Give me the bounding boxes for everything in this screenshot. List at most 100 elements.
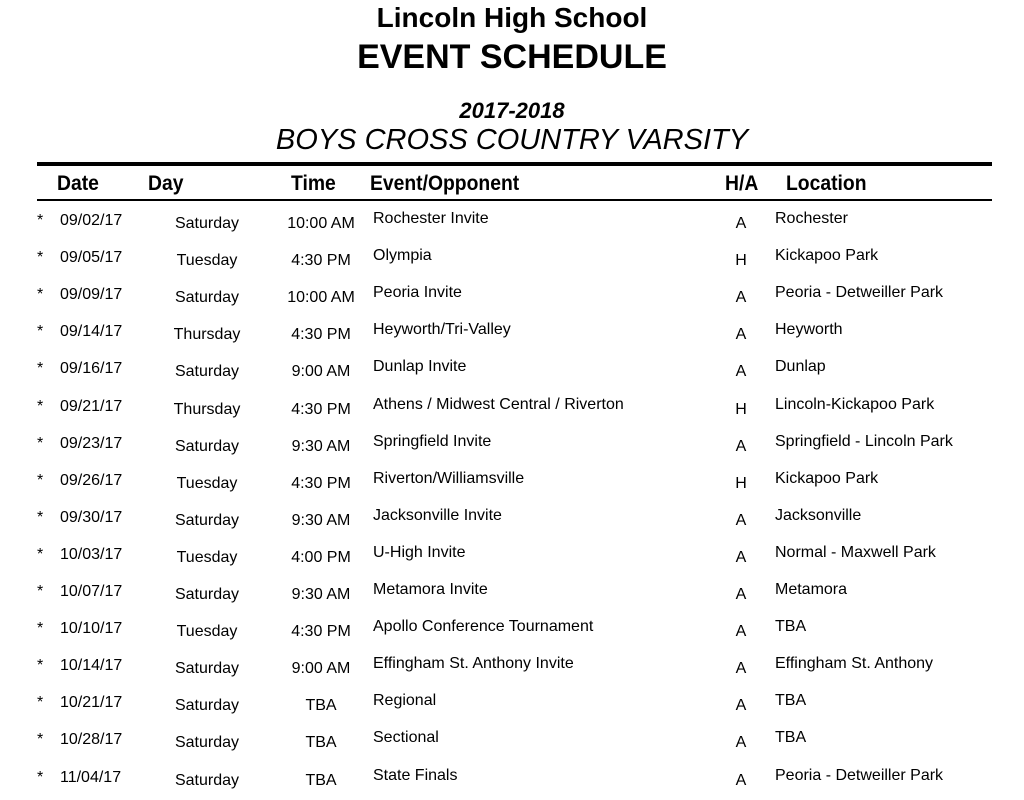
table-row: * 09/26/17 Tuesday 4:30 PM Riverton/Williams… [0, 470, 1024, 507]
cell-date: 10/10/17 [60, 620, 123, 638]
school-name: Lincoln High School [376, 2, 648, 33]
cell-time: 4:00 PM [291, 548, 351, 566]
cell-mark: * [37, 583, 44, 600]
team-name: BOYS CROSS COUNTRY VARSITY [275, 124, 749, 156]
cell-day: Saturday [174, 437, 240, 455]
cell-mark: * [37, 323, 44, 341]
header-time: Time [291, 172, 336, 195]
cell-time: 9:30 AM [291, 511, 351, 529]
cell-day: Thursday [173, 326, 241, 344]
cell-time: TBA [305, 697, 337, 715]
cell-location: Peoria - Detweiller Park [775, 284, 944, 302]
cell-mark: * [37, 212, 44, 229]
cell-ha: A [735, 660, 747, 678]
cell-location: Dunlap [775, 358, 826, 376]
cell-ha: A [735, 511, 747, 529]
table-row: * 10/28/17 Saturday TBA Sectional A TBA [0, 729, 1024, 766]
cell-time: TBA [305, 771, 337, 789]
cell-ha: A [735, 734, 747, 752]
cell-location: Rochester [775, 210, 848, 227]
cell-date: 10/14/17 [60, 657, 123, 675]
cell-date: 10/03/17 [60, 545, 123, 563]
cell-ha: H [735, 474, 747, 492]
cell-time: 9:00 AM [291, 660, 351, 678]
cell-day: Tuesday [176, 474, 238, 492]
cell-location: Heyworth [775, 321, 843, 339]
cell-date: 10/21/17 [60, 694, 123, 712]
cell-event: Regional [373, 692, 437, 710]
table-row: * 09/21/17 Thursday 4:30 PM Athens / Midwest… [0, 396, 1024, 433]
cell-time: TBA [305, 734, 337, 752]
cell-day: Saturday [174, 363, 240, 381]
cell-event: Olympia [373, 247, 432, 265]
cell-ha: A [735, 289, 747, 307]
cell-event: Metamora Invite [373, 581, 488, 598]
cell-ha: A [735, 437, 747, 455]
cell-date: 09/14/17 [60, 323, 123, 341]
cell-ha: A [735, 326, 747, 344]
cell-event: Apollo Conference Tournament [373, 618, 594, 636]
cell-mark: * [37, 768, 44, 786]
cell-time: 10:00 AM [287, 215, 355, 232]
cell-date: 10/07/17 [60, 583, 123, 600]
cell-location: TBA [775, 618, 807, 636]
cell-day: Tuesday [176, 623, 238, 641]
cell-time: 4:30 PM [291, 623, 351, 641]
cell-time: 4:30 PM [291, 474, 351, 492]
cell-mark: * [37, 731, 44, 749]
cell-location: Springfield - Lincoln Park [775, 432, 953, 450]
cell-location: Normal - Maxwell Park [775, 543, 936, 561]
cell-date: 09/30/17 [60, 508, 123, 526]
cell-day: Saturday [174, 289, 240, 307]
table-row: * 10/07/17 Saturday 9:30 AM Metamora Invite A… [0, 581, 1024, 618]
table-row: * 10/03/17 Tuesday 4:00 PM U-High Invite A Nor… [0, 544, 1024, 581]
table-row: * 09/09/17 Saturday 10:00 AM Peoria Invite A P… [0, 284, 1024, 321]
cell-mark: * [37, 471, 44, 489]
cell-event: Sectional [373, 729, 439, 747]
table-row: * 09/16/17 Saturday 9:00 AM Dunlap Invite A Du… [0, 358, 1024, 395]
cell-mark: * [37, 508, 44, 526]
cell-date: 09/05/17 [60, 249, 123, 267]
cell-mark: * [37, 694, 44, 712]
cell-day: Thursday [173, 400, 241, 418]
cell-event: Athens / Midwest Central / Riverton [373, 395, 624, 413]
cell-ha: A [735, 548, 747, 566]
cell-location: TBA [775, 692, 807, 710]
cell-date: 09/09/17 [60, 286, 123, 304]
table-row: * 09/14/17 Thursday 4:30 PM Heyworth/Tri-Val… [0, 321, 1024, 358]
season: 2017-2018 [459, 98, 565, 123]
cell-mark: * [37, 360, 44, 378]
divider [37, 162, 992, 166]
cell-mark: * [37, 397, 44, 415]
cell-location: Lincoln-Kickapoo Park [775, 395, 935, 413]
table-row: * 09/02/17 Saturday 10:00 AM Rochester Invit… [0, 210, 1024, 247]
cell-time: 4:30 PM [291, 252, 351, 270]
cell-location: Jacksonville [775, 506, 862, 524]
cell-day: Saturday [174, 734, 240, 752]
cell-date: 11/04/17 [60, 768, 122, 786]
cell-ha: A [735, 215, 747, 232]
cell-event: Peoria Invite [373, 284, 462, 302]
cell-day: Saturday [174, 697, 240, 715]
cell-day: Tuesday [176, 252, 238, 270]
table-row: * 09/30/17 Saturday 9:30 AM Jacksonville Inv… [0, 507, 1024, 544]
table-row: * 10/10/17 Tuesday 4:30 PM Apollo Conference… [0, 618, 1024, 655]
cell-location: Effingham St. Anthony [775, 655, 934, 673]
cell-day: Saturday [174, 511, 240, 529]
cell-event: Effingham St. Anthony Invite [373, 655, 574, 673]
cell-event: Dunlap Invite [373, 358, 467, 376]
table-row: * 10/14/17 Saturday 9:00 AM Effingham St. An… [0, 655, 1024, 692]
header-date: Date [57, 172, 99, 195]
cell-location: Peoria - Detweiller Park [775, 766, 944, 784]
cell-location: TBA [775, 729, 807, 747]
cell-time: 4:30 PM [291, 400, 351, 418]
cell-mark: * [37, 545, 44, 563]
cell-location: Kickapoo Park [775, 469, 879, 487]
cell-date: 09/26/17 [60, 471, 123, 489]
cell-location: Kickapoo Park [775, 247, 879, 265]
table-row: * 09/23/17 Saturday 9:30 AM Springfield Invi… [0, 433, 1024, 470]
header-day: Day [148, 172, 184, 195]
header-location: Location [786, 172, 867, 195]
table-row: * 11/04/17 Saturday TBA State Finals A Peoria … [0, 767, 1024, 800]
cell-time: 9:00 AM [291, 363, 351, 381]
